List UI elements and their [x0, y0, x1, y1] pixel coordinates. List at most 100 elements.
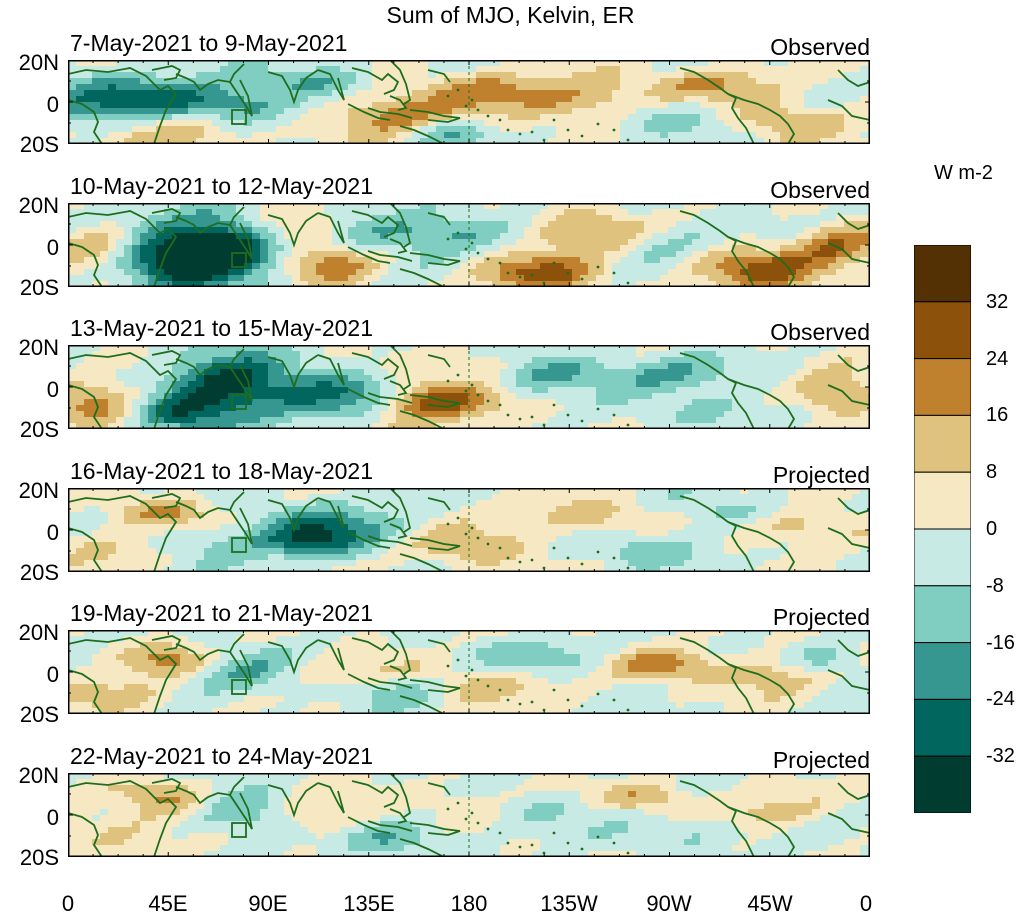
- region-box: [231, 394, 247, 410]
- map-panel: 16-May-2021 to 18-May-2021 Projected 20N 0 2…: [0, 458, 1021, 584]
- lat-label: 0: [46, 805, 59, 830]
- island-markers: [446, 658, 630, 712]
- lat-label: 0: [46, 377, 59, 402]
- longitude-axis: 0 45E 90E 135E 180 135W 90W 45W 0: [0, 892, 1021, 922]
- colorbar-swatch: [914, 358, 971, 416]
- colorbar-swatch: [914, 301, 971, 360]
- colorbar-tick-label: 24: [986, 348, 1009, 370]
- lat-label: 0: [46, 520, 59, 545]
- panel-status: Projected: [772, 747, 870, 773]
- colorbar-tick-label: 32: [986, 291, 1009, 313]
- panel-date-range: 13-May-2021 to 15-May-2021: [70, 315, 373, 341]
- colorbar-tick-label: -24: [986, 688, 1015, 710]
- coastlines: [68, 345, 870, 429]
- panel-status: Projected: [772, 462, 870, 488]
- figure-title: Sum of MJO, Kelvin, ER: [386, 2, 635, 28]
- island-markers: [446, 373, 630, 427]
- map-panel: 10-May-2021 to 12-May-2021 Observed 20N 0 20…: [0, 173, 1021, 299]
- panel-status: Observed: [770, 34, 870, 60]
- anomaly-field: [68, 203, 870, 287]
- colorbar-tick-label: 8: [986, 461, 998, 483]
- lat-label: 20S: [19, 417, 59, 442]
- panel-status: Observed: [770, 177, 870, 203]
- colorbar-tick-label: -8: [986, 575, 1004, 597]
- axis-ticks: [68, 60, 870, 144]
- colorbar-swatch: [914, 755, 971, 813]
- lat-label: 20S: [19, 702, 59, 727]
- coastlines: [68, 488, 870, 572]
- lon-label: 45E: [148, 891, 188, 916]
- anomaly-map: [68, 60, 870, 144]
- colorbar: [914, 245, 971, 813]
- lon-label: 0: [61, 891, 75, 916]
- map-panel: 13-May-2021 to 15-May-2021 Observed 20N 0 20…: [0, 315, 1021, 441]
- anomaly-map: [68, 203, 870, 287]
- island-markers: [446, 801, 630, 855]
- anomaly-field: [68, 488, 870, 572]
- colorbar-swatch: [914, 414, 971, 473]
- lat-label: 20S: [19, 132, 59, 157]
- lon-label: 45W: [747, 891, 793, 916]
- lat-label: 20N: [18, 620, 59, 645]
- colorbar-unit: W m-2: [934, 162, 993, 184]
- region-box: [231, 822, 247, 838]
- region-box: [231, 537, 247, 553]
- lat-label: 20S: [19, 845, 59, 870]
- panel-status: Observed: [770, 319, 870, 345]
- lat-label: 20N: [18, 50, 59, 75]
- axis-ticks: [68, 488, 870, 572]
- panel-status: Projected: [772, 604, 870, 630]
- lat-label: 0: [46, 235, 59, 260]
- anomaly-field: [68, 773, 870, 857]
- lat-label: 0: [46, 92, 59, 117]
- axis-ticks: [68, 773, 870, 857]
- map-panel: 22-May-2021 to 24-May-2021 Projected 20N 0 2…: [0, 743, 1021, 869]
- region-box: [231, 252, 247, 268]
- coastlines: [68, 630, 870, 714]
- panel-date-range: 7-May-2021 to 9-May-2021: [70, 30, 348, 56]
- colorbar-tick-label: -16: [986, 632, 1015, 654]
- anomaly-map: [68, 345, 870, 429]
- colorbar-swatch: [914, 698, 971, 757]
- map-panel: 19-May-2021 to 21-May-2021 Projected 20N 0 2…: [0, 600, 1021, 726]
- lat-label: 20S: [19, 275, 59, 300]
- axis-ticks: [68, 630, 870, 714]
- map-panel: 7-May-2021 to 9-May-2021 Observed 20N 0 20S: [0, 30, 1021, 156]
- anomaly-field: [68, 60, 870, 144]
- colorbar-swatch: [914, 471, 971, 530]
- axis-ticks: [68, 345, 870, 429]
- lat-label: 0: [46, 662, 59, 687]
- lon-label: 0: [859, 891, 873, 916]
- island-markers: [446, 516, 630, 570]
- anomaly-map: [68, 630, 870, 714]
- coastlines: [68, 773, 870, 857]
- lat-label: 20N: [18, 193, 59, 218]
- colorbar-swatch: [914, 528, 971, 587]
- region-box: [231, 679, 247, 695]
- colorbar-tick-label: -32: [986, 745, 1015, 767]
- coastlines: [68, 60, 870, 144]
- lon-label: 180: [450, 891, 488, 916]
- anomaly-map: [68, 488, 870, 572]
- panel-date-range: 22-May-2021 to 24-May-2021: [70, 743, 373, 769]
- lat-label: 20N: [18, 478, 59, 503]
- axis-ticks: [68, 203, 870, 287]
- colorbar-swatch: [914, 585, 971, 644]
- lat-label: 20N: [18, 335, 59, 360]
- colorbar-swatch: [914, 642, 971, 700]
- region-box: [231, 109, 247, 125]
- island-markers: [446, 231, 630, 285]
- lon-label: 135E: [343, 891, 395, 916]
- colorbar-swatch: [914, 245, 971, 303]
- lat-label: 20N: [18, 763, 59, 788]
- lon-label: 90E: [248, 891, 288, 916]
- lat-label: 20S: [19, 560, 59, 585]
- lon-label: 135W: [540, 891, 598, 916]
- coastlines: [68, 203, 870, 287]
- colorbar-tick-label: 0: [986, 518, 998, 540]
- lon-label: 90W: [646, 891, 692, 916]
- colorbar-tick-label: 16: [986, 404, 1009, 426]
- panel-date-range: 16-May-2021 to 18-May-2021: [70, 458, 373, 484]
- panel-date-range: 19-May-2021 to 21-May-2021: [70, 600, 373, 626]
